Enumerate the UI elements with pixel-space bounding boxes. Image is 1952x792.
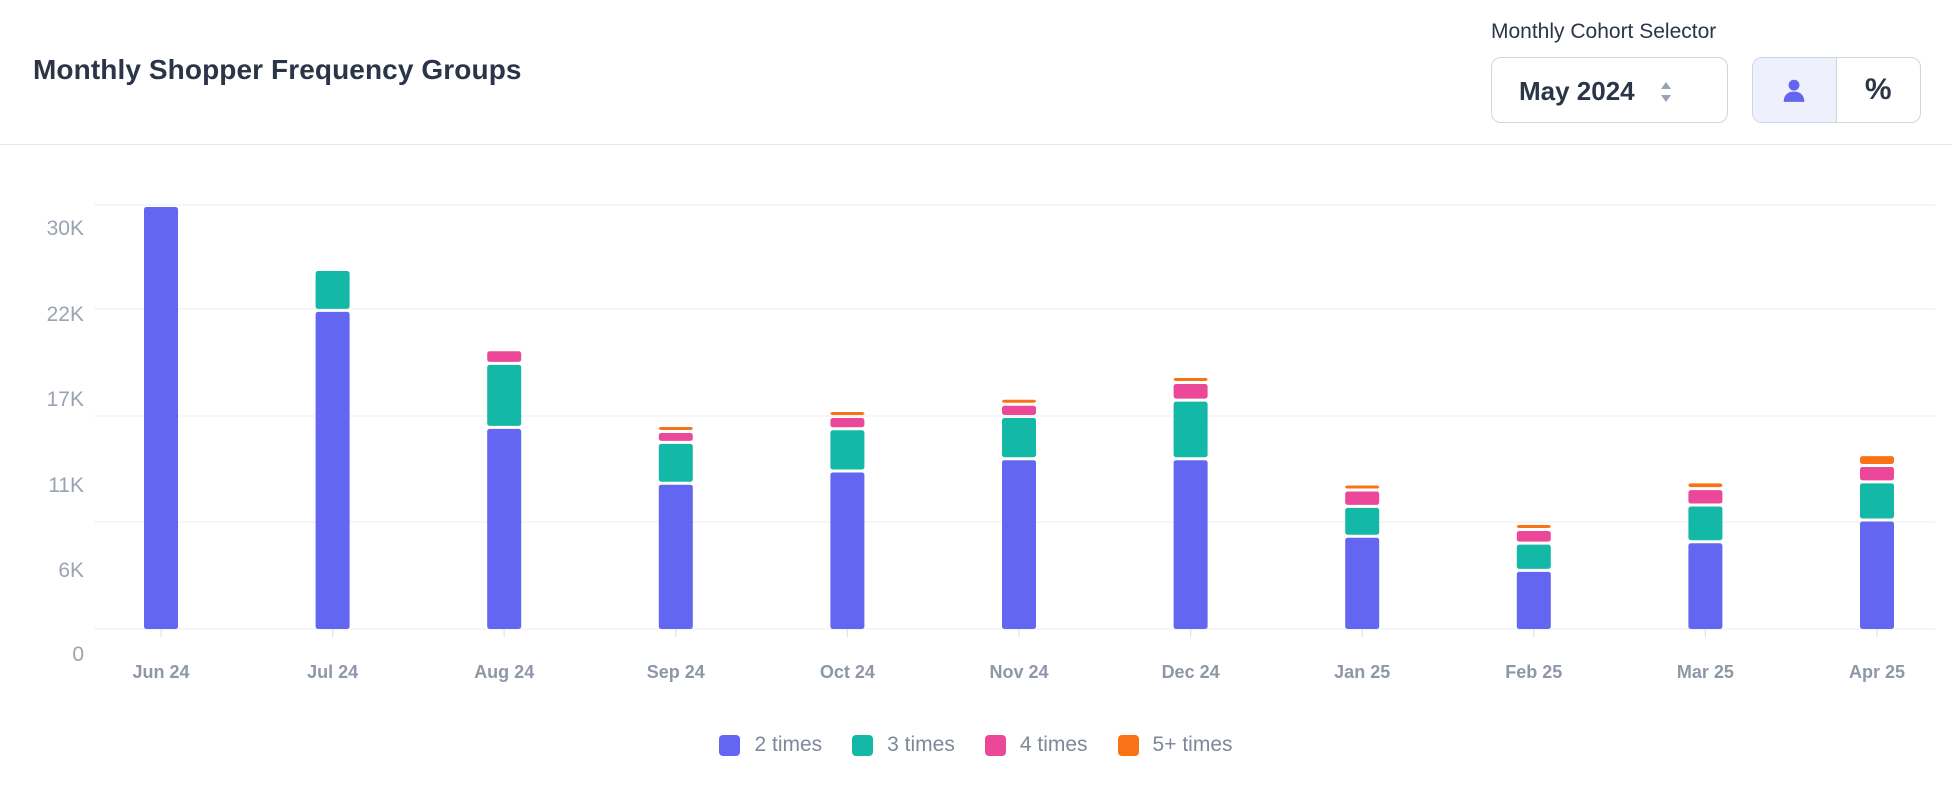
bar-segment-2-times xyxy=(830,472,865,629)
bar-segment-5-times xyxy=(1516,524,1551,528)
bar-segment-3-times xyxy=(830,430,865,470)
cohort-selector-label: Monthly Cohort Selector xyxy=(1491,20,1717,43)
bar-segment-5-times xyxy=(1688,483,1723,488)
bar-segment-3-times xyxy=(487,364,522,426)
percent-label: % xyxy=(1864,73,1892,106)
bar-segment-2-times xyxy=(658,484,693,629)
legend-label: 3 times xyxy=(887,733,955,756)
x-axis-ticks: Jun 24 Jul 24 Aug 24 Sep 24 Oct 24 Nov 24 Dec … xyxy=(132,629,1905,682)
bar-segment-4-times xyxy=(1516,530,1551,542)
chart-header: Monthly Shopper Frequency Groups Monthly… xyxy=(0,0,1952,145)
sort-arrows-icon xyxy=(1661,82,1671,102)
bar-stack-apr-25 xyxy=(1860,456,1894,629)
x-tick-label: Sep 24 xyxy=(647,662,705,682)
bar-segment-4-times xyxy=(830,418,865,428)
chart-legend: 2 times 3 times 4 times 5+ times xyxy=(0,733,1952,757)
legend-swatch xyxy=(852,734,874,756)
legend-item[interactable]: 5+ times xyxy=(1117,733,1233,757)
bar-segment-5-times xyxy=(1173,377,1208,381)
bar-segment-2-times xyxy=(1516,571,1551,629)
y-tick-label: 22K xyxy=(47,303,84,326)
bar-stack-sep-24 xyxy=(658,426,693,629)
bar-segment-4-times xyxy=(1688,490,1723,504)
x-tick-label: Jul 24 xyxy=(307,662,358,682)
count-view-button[interactable] xyxy=(1753,58,1837,122)
page-title: Monthly Shopper Frequency Groups xyxy=(33,54,522,85)
bar-segment-4-times xyxy=(487,351,522,362)
bar-segment-2-times xyxy=(315,311,350,629)
legend-swatch xyxy=(984,734,1006,756)
bar-segment-3-times xyxy=(1002,418,1036,458)
x-tick-label: Oct 24 xyxy=(820,662,875,682)
bar-stack-aug-24 xyxy=(487,351,522,629)
x-tick-label: Jan 25 xyxy=(1334,662,1390,682)
bar-segment-3-times xyxy=(1345,507,1380,535)
bar-segment-2-times xyxy=(1345,537,1380,629)
x-tick-label: Jun 24 xyxy=(132,662,189,682)
y-tick-label: 6K xyxy=(58,559,84,582)
bar-stack-jul-24 xyxy=(315,270,350,629)
cohort-select[interactable]: May 2024 xyxy=(1491,57,1728,123)
bar-segment-2-times xyxy=(1860,521,1894,629)
view-toggle: % xyxy=(1752,57,1921,123)
x-tick-label: Feb 25 xyxy=(1505,662,1562,682)
bar-stack-feb-25 xyxy=(1516,524,1551,629)
bar-segment-2-times xyxy=(487,428,522,629)
bar-segment-2-times xyxy=(1173,460,1208,629)
bar-stack-nov-24 xyxy=(1002,399,1036,629)
y-tick-label: 11K xyxy=(48,474,84,497)
bar-segment-2-times xyxy=(1002,460,1036,629)
legend-label: 5+ times xyxy=(1152,733,1233,756)
person-icon xyxy=(1783,79,1805,102)
bar-segment-3-times xyxy=(1173,401,1208,458)
bar-segment-2-times xyxy=(144,207,178,629)
bar-segment-5-times xyxy=(1345,485,1380,489)
y-tick-label: 0 xyxy=(72,643,84,666)
legend-swatch xyxy=(719,734,741,756)
x-tick-label: Apr 25 xyxy=(1849,662,1905,682)
x-tick-label: Dec 24 xyxy=(1162,662,1220,682)
y-tick-label: 30K xyxy=(47,217,84,240)
bar-segment-3-times xyxy=(1516,544,1551,569)
bar-stack-mar-25 xyxy=(1688,483,1723,629)
bar-stack-oct-24 xyxy=(830,412,865,629)
legend-label: 2 times xyxy=(754,733,823,756)
bar-segment-3-times xyxy=(1688,506,1723,541)
bar-segment-4-times xyxy=(658,432,693,441)
bar-stack-jun-24 xyxy=(144,207,178,629)
legend-item[interactable]: 2 times xyxy=(719,733,822,757)
bar-segment-5-times xyxy=(1002,399,1036,403)
bar-stack-jan-25 xyxy=(1345,485,1380,629)
bar-segment-3-times xyxy=(658,443,693,482)
x-tick-label: Mar 25 xyxy=(1677,662,1734,682)
percent-view-button[interactable]: % xyxy=(1837,58,1921,122)
bar-segment-3-times xyxy=(1860,483,1894,519)
legend-label: 4 times xyxy=(1019,733,1088,756)
y-tick-label: 17K xyxy=(47,388,84,411)
stacked-bar-chart: 0 6K 11K 17K 22K 30K Jun 24 Jul 24 Aug 24 Sep 24… xyxy=(47,204,1935,682)
y-axis-ticks: 0 6K 11K 17K 22K 30K xyxy=(47,217,84,666)
legend-swatch xyxy=(1117,734,1139,756)
x-tick-label: Nov 24 xyxy=(989,662,1048,682)
bar-segment-5-times xyxy=(658,426,693,430)
x-tick-label: Aug 24 xyxy=(474,662,534,682)
bars xyxy=(144,207,1894,629)
bar-segment-4-times xyxy=(1860,467,1894,481)
bar-segment-4-times xyxy=(1345,491,1380,505)
cohort-select-value: May 2024 xyxy=(1519,76,1635,106)
legend-item[interactable]: 3 times xyxy=(852,733,955,757)
bar-segment-4-times xyxy=(1173,383,1208,399)
bar-segment-5-times xyxy=(830,412,865,415)
bar-segment-4-times xyxy=(1002,405,1036,415)
bar-segment-5-times xyxy=(1860,456,1894,465)
bar-stack-dec-24 xyxy=(1173,377,1208,629)
bar-segment-3-times xyxy=(315,270,350,309)
bar-segment-2-times xyxy=(1688,543,1723,629)
legend-item[interactable]: 4 times xyxy=(984,733,1088,757)
